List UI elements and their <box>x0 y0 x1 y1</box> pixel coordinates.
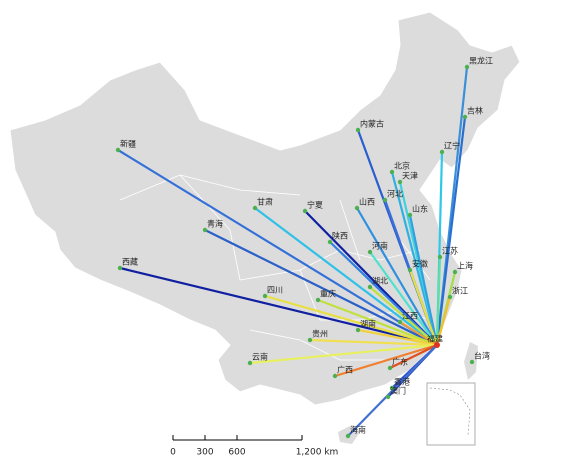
province-label: 广西 <box>337 365 353 375</box>
province-label: 贵州 <box>312 329 328 339</box>
flow-line <box>346 343 439 438</box>
province-label: 山西 <box>359 197 375 207</box>
province-label: 黑龙江 <box>469 56 493 66</box>
province-label: 重庆 <box>320 289 336 299</box>
hub-label: 福建 <box>427 334 443 344</box>
flow-line <box>408 268 439 347</box>
flow-line <box>316 298 439 347</box>
flow-line <box>408 213 439 347</box>
province-dot <box>332 373 338 379</box>
province-dot <box>397 319 403 325</box>
flow-line <box>328 240 439 347</box>
inset-frame <box>426 382 476 446</box>
flow-line <box>308 338 439 347</box>
province-label: 甘肃 <box>257 197 273 207</box>
flow-line <box>203 228 439 347</box>
province-dot <box>452 269 458 275</box>
province-label: 内蒙古 <box>360 119 384 129</box>
scale-label: 0 <box>170 448 176 458</box>
province-dot <box>437 254 443 260</box>
flow-line <box>435 255 442 347</box>
flow-line <box>435 115 467 347</box>
province-label: 澳门 <box>390 386 406 396</box>
province-dot <box>202 227 208 233</box>
flow-line <box>248 343 439 365</box>
flow-line <box>253 206 439 347</box>
province-label: 四川 <box>267 286 283 295</box>
province-label: 云南 <box>252 352 268 362</box>
province-label: 江西 <box>402 312 418 321</box>
province-label: 青海 <box>207 219 223 229</box>
province-dot <box>407 267 413 273</box>
province-dot <box>407 212 413 218</box>
province-dot <box>382 197 388 203</box>
province-label: 江苏 <box>442 246 458 256</box>
province-dot <box>252 205 258 211</box>
province-label: 北京 <box>394 161 410 171</box>
province-label: 山东 <box>412 204 428 214</box>
province-label: 西藏 <box>122 257 138 267</box>
flow-line <box>118 266 439 347</box>
province-dot <box>117 265 123 271</box>
province-dot <box>354 205 360 211</box>
province-dot <box>462 114 468 120</box>
province-label: 安徽 <box>412 259 428 269</box>
flow-line <box>333 343 439 378</box>
inset-map <box>429 387 471 436</box>
province-dot <box>355 127 361 133</box>
province-dot <box>345 433 351 439</box>
province-dot <box>439 149 445 155</box>
province-dot <box>355 327 361 333</box>
province-dot <box>389 385 395 391</box>
scale-label: 300 <box>196 448 213 458</box>
province-dot <box>302 208 308 214</box>
province-dot <box>115 147 121 153</box>
province-label: 河北 <box>387 189 403 199</box>
province-label: 海南 <box>350 425 366 435</box>
province-dot <box>307 337 313 343</box>
flow-line <box>116 148 439 347</box>
province-dot <box>387 365 393 371</box>
flow-line <box>398 320 439 347</box>
province-label: 香港 <box>394 377 410 387</box>
province-label: 广东 <box>392 357 408 367</box>
china-outline <box>9 11 521 406</box>
province-label: 吉林 <box>467 106 483 116</box>
scale-bar: 0 300 600 1,200 km <box>170 435 338 458</box>
province-label: 湖南 <box>360 319 376 329</box>
flow-line <box>368 250 439 347</box>
province-dot <box>397 179 403 185</box>
province-label: 宁夏 <box>307 200 323 210</box>
scale-label: 600 <box>228 448 245 458</box>
province-dot <box>327 239 333 245</box>
province-dot <box>262 293 268 299</box>
province-dot <box>389 169 395 175</box>
scale-label: 1,200 km <box>296 448 339 458</box>
province-dot <box>447 294 453 300</box>
province-label: 台湾 <box>474 351 490 361</box>
province-dot <box>464 64 470 70</box>
hub-dot <box>434 342 440 348</box>
province-label: 新疆 <box>120 139 136 149</box>
flow-line <box>355 206 439 347</box>
province-dot <box>367 284 373 290</box>
flow-line <box>368 285 439 347</box>
flow-line <box>435 295 452 347</box>
province-label: 上海 <box>457 261 473 271</box>
province-dot <box>367 249 373 255</box>
province-dot <box>315 297 321 303</box>
province-label: 辽宁 <box>444 141 460 151</box>
province-label: 湖北 <box>372 277 388 286</box>
province-dot <box>385 394 391 400</box>
flow-line <box>356 328 439 347</box>
province-label: 浙江 <box>452 286 468 296</box>
province-label: 陕西 <box>332 231 348 241</box>
flow-line <box>263 294 439 347</box>
flow-line <box>388 343 439 370</box>
province-label: 天津 <box>402 171 418 181</box>
province-label: 河南 <box>372 241 388 251</box>
province-dot <box>469 359 475 365</box>
province-dot <box>247 360 253 366</box>
